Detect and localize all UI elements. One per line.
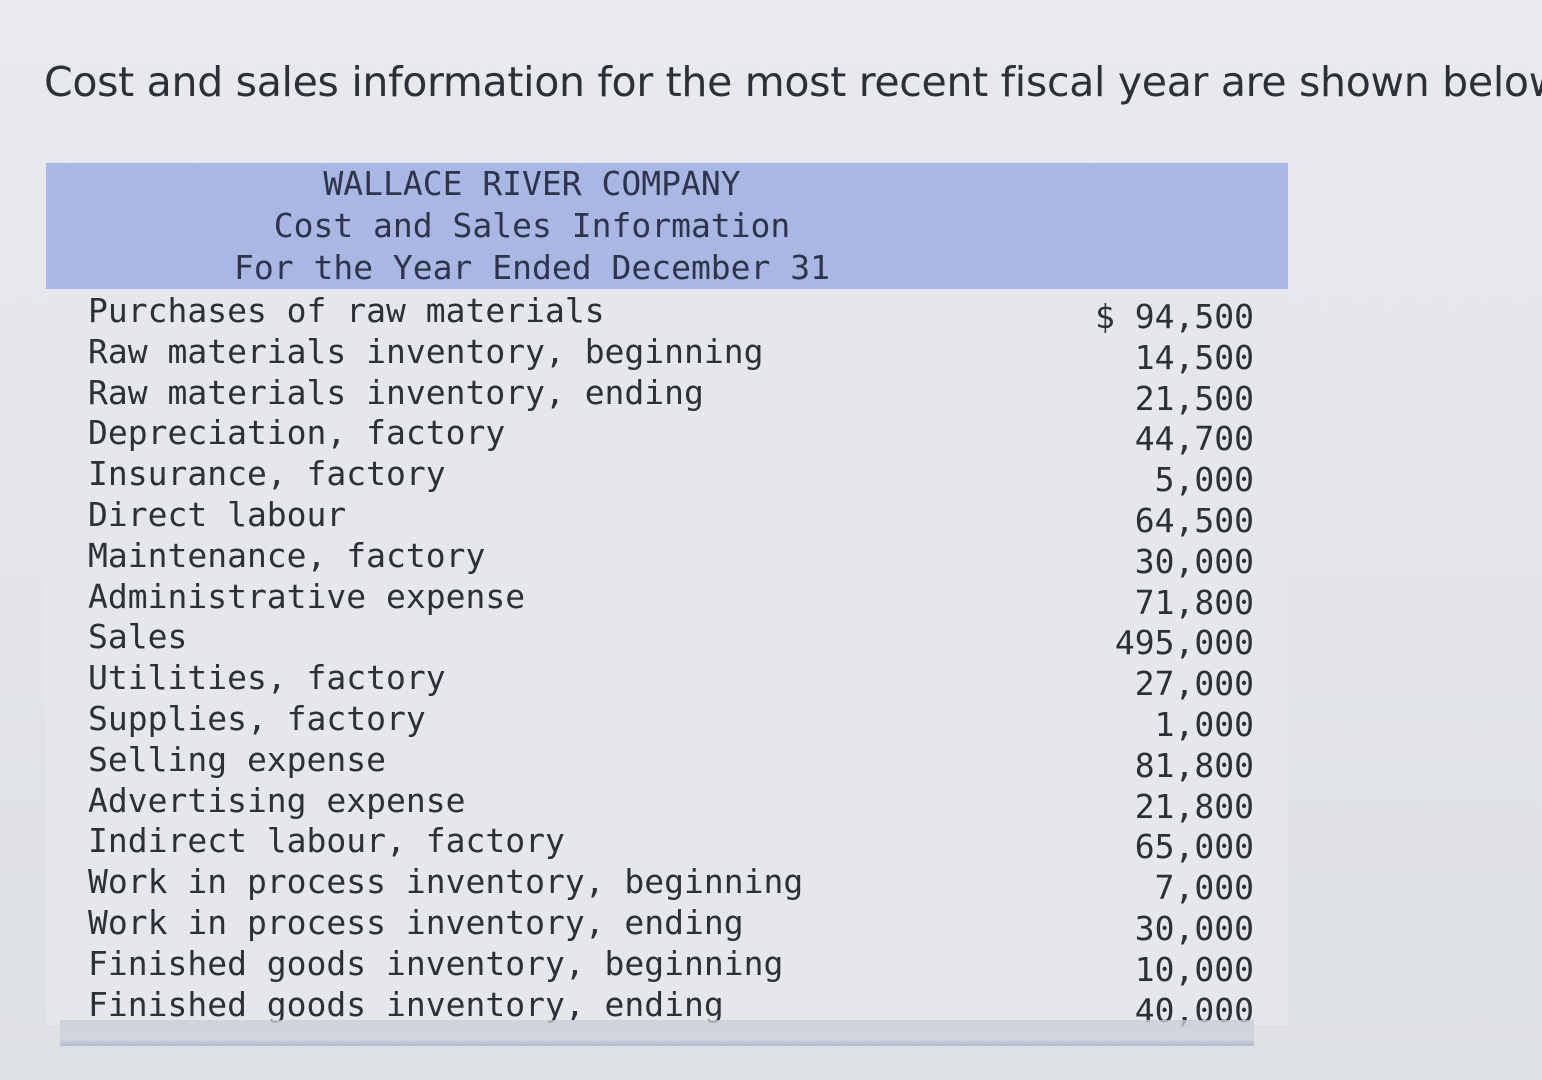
table-row: Insurance, factory 5,000	[46, 454, 1288, 499]
row-value: 64,500	[1134, 500, 1254, 540]
row-value: 30,000	[1134, 908, 1254, 948]
table-row: Administrative expense 71,800	[46, 576, 1288, 622]
table-row: Finished goods inventory, ending 40,000	[46, 984, 1288, 1030]
row-value: 10,000	[1134, 949, 1254, 989]
row-value: 71,800	[1134, 582, 1254, 622]
row-label: Purchases of raw materials	[88, 291, 605, 330]
row-value: 7,000	[1154, 868, 1254, 908]
table-period: For the Year Ended December 31	[233, 248, 831, 287]
table-row: Advertising expense 21,800	[46, 780, 1288, 826]
row-label: Advertising expense	[88, 780, 466, 820]
cost-sales-table: WALLACE RIVER COMPANY Cost and Sales Inf…	[46, 163, 1288, 1030]
table-row: Indirect labour, factory 65,000	[46, 821, 1288, 866]
table-row: Finished goods inventory, beginning 10,00…	[46, 943, 1288, 989]
row-value: 495,000	[1114, 623, 1254, 663]
table-row: Purchases of raw materials $ 94,500	[46, 291, 1288, 336]
row-value: 27,000	[1134, 664, 1254, 704]
company-name: WALLACE RIVER COMPANY	[323, 164, 741, 203]
table-row: Work in process inventory, ending 30,000	[46, 902, 1288, 948]
row-label: Utilities, factory	[88, 658, 446, 698]
row-label: Finished goods inventory, beginning	[88, 943, 784, 983]
table-row: Supplies, factory 1,000	[46, 698, 1288, 744]
row-label: Supplies, factory	[88, 698, 426, 738]
row-label: Raw materials inventory, ending	[88, 372, 704, 412]
row-label: Direct labour	[88, 494, 347, 534]
row-value: 81,800	[1134, 745, 1254, 785]
row-value: 44,700	[1134, 419, 1254, 459]
table-row: Selling expense 81,800	[46, 739, 1288, 785]
row-label: Selling expense	[88, 739, 387, 779]
row-label: Depreciation, factory	[88, 413, 506, 453]
row-label: Finished goods inventory, ending	[88, 984, 724, 1024]
row-label: Raw materials inventory, beginning	[88, 331, 764, 371]
table-row: Work in process inventory, beginning 7,00…	[46, 862, 1288, 907]
row-value: 21,800	[1134, 786, 1254, 826]
row-value: $ 94,500	[1095, 297, 1254, 336]
table-row: Depreciation, factory 44,700	[46, 413, 1288, 458]
row-value: 5,000	[1154, 460, 1254, 500]
row-value: 14,500	[1134, 337, 1254, 377]
row-label: Indirect labour, factory	[88, 821, 565, 861]
row-label: Administrative expense	[88, 576, 526, 616]
row-value: 65,000	[1134, 827, 1254, 867]
table-row: Sales 495,000	[46, 617, 1288, 662]
table-header: WALLACE RIVER COMPANY Cost and Sales Inf…	[46, 163, 1288, 289]
table-row: Raw materials inventory, ending 21,500	[46, 372, 1288, 418]
row-value: 30,000	[1134, 541, 1254, 581]
row-label: Work in process inventory, beginning	[88, 862, 804, 902]
table-bottom-border	[60, 1020, 1254, 1046]
table-title: Cost and Sales Information	[273, 206, 791, 245]
intro-text: Cost and sales information for the most …	[44, 58, 1542, 106]
row-value: 1,000	[1154, 704, 1254, 744]
row-label: Insurance, factory	[88, 454, 446, 494]
row-value: 21,500	[1134, 378, 1254, 418]
table-row: Utilities, factory 27,000	[46, 658, 1288, 703]
row-label: Maintenance, factory	[88, 535, 486, 575]
table-row: Maintenance, factory 30,000	[46, 535, 1288, 581]
table-row: Raw materials inventory, beginning 14,500	[46, 331, 1288, 377]
table-row: Direct labour 64,500	[46, 494, 1288, 540]
row-label: Sales	[88, 617, 188, 657]
table-body: Purchases of raw materials $ 94,500 Raw m…	[46, 289, 1288, 1030]
row-label: Work in process inventory, ending	[88, 902, 744, 942]
